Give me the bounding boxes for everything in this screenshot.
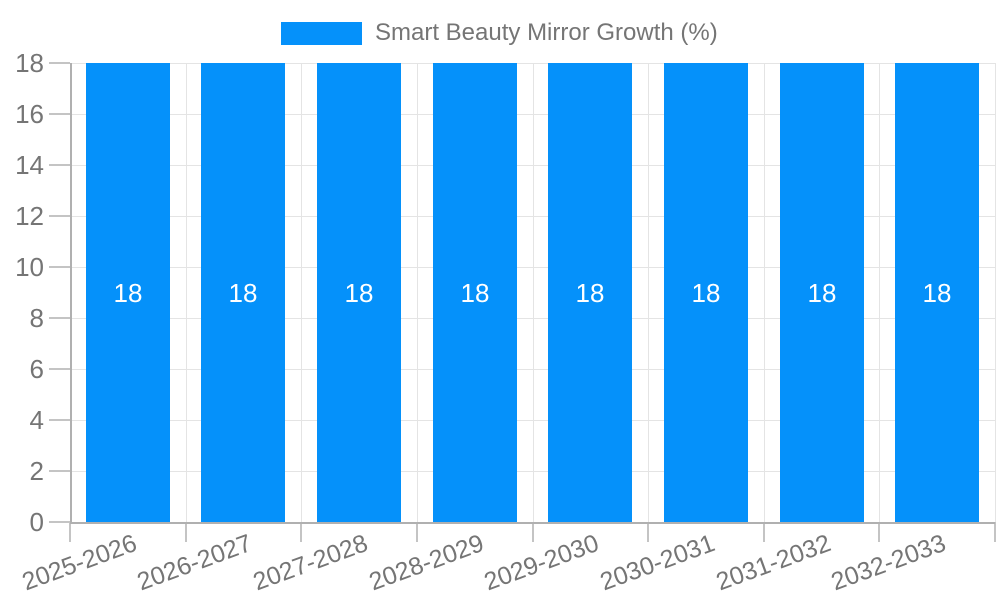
bar-value-label: 18	[344, 278, 374, 308]
y-axis-tick	[49, 317, 70, 319]
h-gridline	[70, 216, 995, 217]
y-axis-tick	[49, 62, 70, 64]
y-tick-label: 14	[15, 150, 44, 180]
y-axis-line	[70, 63, 72, 524]
legend-label: Smart Beauty Mirror Growth (%)	[375, 19, 718, 46]
legend-swatch	[281, 21, 362, 45]
h-gridline	[70, 369, 995, 370]
y-tick-label: 2	[29, 456, 44, 486]
x-axis-tick	[994, 522, 996, 542]
y-tick-label: 8	[29, 303, 44, 333]
x-tick-label: 2026-2027	[133, 529, 256, 597]
bar[interactable]	[548, 63, 632, 522]
h-gridline	[70, 114, 995, 115]
y-axis-tick	[49, 215, 70, 217]
v-gridline	[301, 63, 302, 522]
bar[interactable]	[664, 63, 748, 522]
y-axis-tick	[49, 113, 70, 115]
v-gridline	[995, 63, 996, 522]
x-tick-label: 2025-2026	[18, 529, 141, 597]
y-tick-label: 16	[15, 99, 44, 129]
v-gridline	[186, 63, 187, 522]
x-tick-label: 2028-2029	[365, 529, 488, 597]
bar[interactable]	[895, 63, 979, 522]
y-axis-tick	[49, 470, 70, 472]
y-tick-label: 6	[29, 354, 44, 384]
x-axis-tick	[185, 522, 187, 542]
h-gridline	[70, 471, 995, 472]
v-gridline	[417, 63, 418, 522]
bar[interactable]	[780, 63, 864, 522]
bar-value-label: 18	[575, 278, 605, 308]
y-tick-label: 12	[15, 201, 44, 231]
h-gridline	[70, 420, 995, 421]
y-tick-label: 10	[15, 252, 44, 282]
y-axis-tick	[49, 164, 70, 166]
h-gridline	[70, 165, 995, 166]
h-gridline	[70, 318, 995, 319]
y-axis-tick	[49, 266, 70, 268]
h-gridline	[70, 63, 995, 64]
v-gridline	[533, 63, 534, 522]
bar-value-label: 18	[807, 278, 837, 308]
legend-item[interactable]: Smart Beauty Mirror Growth (%)	[281, 19, 718, 47]
x-axis-tick	[532, 522, 534, 542]
y-axis-tick	[49, 419, 70, 421]
x-axis-tick	[300, 522, 302, 542]
x-axis-line	[70, 522, 995, 524]
y-tick-label: 18	[15, 48, 44, 78]
bar[interactable]	[317, 63, 401, 522]
x-axis-tick	[878, 522, 880, 542]
y-axis-tick	[49, 521, 70, 523]
bar[interactable]	[201, 63, 285, 522]
y-axis-tick	[49, 368, 70, 370]
v-gridline	[879, 63, 880, 522]
bar-value-label: 18	[228, 278, 258, 308]
bar-value-label: 18	[113, 278, 143, 308]
x-axis-tick	[416, 522, 418, 542]
v-gridline	[648, 63, 649, 522]
x-tick-label: 2030-2031	[596, 529, 719, 597]
x-tick-label: 2029-2030	[480, 529, 603, 597]
bar-value-label: 18	[691, 278, 721, 308]
v-gridline	[764, 63, 765, 522]
x-tick-label: 2032-2033	[827, 529, 950, 597]
x-axis-tick	[647, 522, 649, 542]
bar-value-label: 18	[922, 278, 952, 308]
bar-value-label: 18	[460, 278, 490, 308]
bar[interactable]	[433, 63, 517, 522]
x-axis-tick	[763, 522, 765, 542]
bar[interactable]	[86, 63, 170, 522]
y-tick-label: 0	[29, 507, 44, 537]
y-tick-label: 4	[29, 405, 44, 435]
x-tick-label: 2027-2028	[249, 529, 372, 597]
x-tick-label: 2031-2032	[712, 529, 835, 597]
x-axis-tick	[69, 522, 71, 542]
h-gridline	[70, 267, 995, 268]
